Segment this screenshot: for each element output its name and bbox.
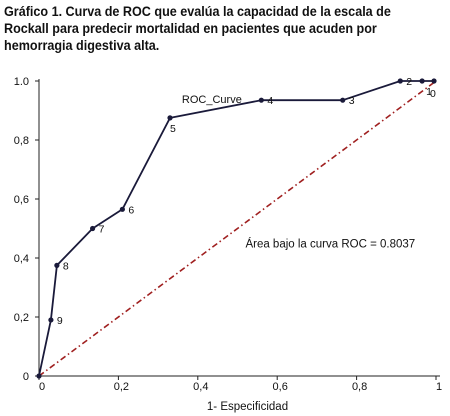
y-tick-label: 0,8 <box>14 135 29 147</box>
y-tick-label: 0,4 <box>14 253 29 265</box>
x-axis-label: 1- Especificidad <box>207 401 288 413</box>
roc-point <box>167 115 173 121</box>
roc-point-label: 8 <box>63 260 69 272</box>
roc-point <box>54 262 60 268</box>
roc-point-label: 5 <box>170 123 176 135</box>
series-group: 9 8 7 6 5 4 3 2 10 ROC_Curve <box>36 76 437 379</box>
roc-point-label: 2 <box>406 76 412 88</box>
x-tick-label: 0,6 <box>273 381 288 393</box>
x-tick-label: 0,2 <box>114 381 129 393</box>
roc-point-label: 0 <box>430 88 436 100</box>
roc-point <box>419 78 425 84</box>
y-tick-label: 1.0 <box>14 76 29 88</box>
roc-point <box>119 206 125 212</box>
x-tick-label: 0,8 <box>352 381 367 393</box>
axes: 0 0,2 0,4 0,6 0,8 1.0 0 0,2 0,4 0,6 0,8 1 <box>14 76 442 393</box>
roc-point <box>258 97 264 103</box>
y-tick-label: 0,6 <box>14 194 29 206</box>
roc-point <box>397 78 403 84</box>
roc-point <box>36 373 42 379</box>
auc-annotation: Área bajo la curva ROC = 0.8037 <box>245 238 415 251</box>
series-name-label: ROC_Curve <box>182 94 242 106</box>
reference-line <box>38 80 437 377</box>
chart-texts: 1- Especificidad Área bajo la curva ROC =… <box>207 238 415 413</box>
y-tick-label: 0 <box>23 371 29 383</box>
x-tick-label: 1 <box>436 381 442 393</box>
roc-point-label: 6 <box>128 204 134 216</box>
reference-line-group <box>38 80 437 377</box>
roc-point <box>340 97 346 103</box>
roc-point-label: 9 <box>57 315 63 327</box>
chart-title: Gráfico 1. Curva de ROC que evalúa la ca… <box>4 4 391 53</box>
roc-point-label: 3 <box>349 95 355 107</box>
x-tick-label: 0 <box>39 381 45 393</box>
roc-point-label: 4 <box>267 95 273 107</box>
roc-point <box>89 225 96 232</box>
roc-point <box>48 317 54 323</box>
y-tick-label: 0,2 <box>14 312 29 324</box>
x-tick-label: 0,4 <box>193 381 208 393</box>
roc-point-label: 7 <box>99 224 105 236</box>
roc-point-label: 1 <box>426 86 432 98</box>
roc-point <box>431 78 437 84</box>
